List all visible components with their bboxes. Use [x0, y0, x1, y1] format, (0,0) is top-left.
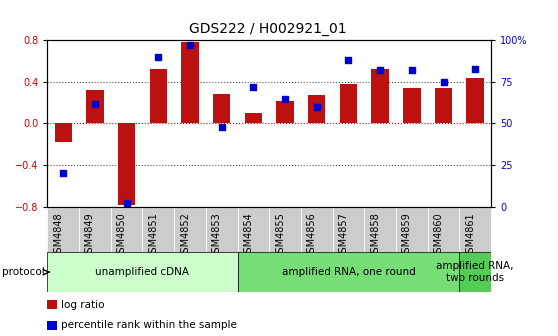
Text: GSM4861: GSM4861	[465, 212, 475, 259]
Bar	[47, 300, 57, 309]
Bar	[364, 207, 396, 274]
Bar	[403, 88, 421, 124]
Text: amplified RNA, one round: amplified RNA, one round	[282, 267, 415, 277]
Text: GSM4853: GSM4853	[211, 212, 222, 259]
Point	[59, 171, 68, 176]
Bar	[308, 95, 325, 124]
Bar	[47, 321, 57, 330]
Point	[154, 54, 163, 60]
Bar	[55, 124, 72, 142]
Point	[344, 57, 353, 63]
Bar	[206, 207, 238, 274]
Text: GSM4854: GSM4854	[243, 212, 253, 259]
Point	[122, 201, 131, 206]
Point	[186, 43, 195, 48]
Text: amplified RNA,
two rounds: amplified RNA, two rounds	[436, 261, 514, 283]
Bar	[238, 252, 459, 292]
Text: GDS222 / H002921_01: GDS222 / H002921_01	[189, 22, 347, 36]
Bar	[333, 207, 364, 274]
Text: GSM4858: GSM4858	[370, 212, 380, 259]
Bar	[47, 252, 238, 292]
Bar	[244, 113, 262, 124]
Bar	[459, 252, 491, 292]
Text: GSM4860: GSM4860	[434, 212, 444, 259]
Bar	[372, 70, 389, 124]
Point	[249, 84, 258, 90]
Bar	[427, 207, 459, 274]
Bar	[142, 207, 174, 274]
Bar	[276, 100, 294, 124]
Bar	[213, 94, 230, 124]
Point	[439, 79, 448, 85]
Point	[281, 96, 290, 101]
Text: unamplified cDNA: unamplified cDNA	[95, 267, 190, 277]
Text: GSM4857: GSM4857	[339, 212, 348, 259]
Bar	[301, 207, 333, 274]
Bar	[79, 207, 111, 274]
Bar	[466, 78, 484, 124]
Text: GSM4850: GSM4850	[117, 212, 127, 259]
Point	[312, 104, 321, 110]
Bar	[435, 88, 452, 124]
Text: log ratio: log ratio	[61, 300, 104, 310]
Text: GSM4855: GSM4855	[275, 212, 285, 259]
Text: GSM4848: GSM4848	[53, 212, 63, 259]
Text: GSM4852: GSM4852	[180, 212, 190, 259]
Bar	[396, 207, 427, 274]
Bar	[47, 207, 79, 274]
Point	[376, 68, 384, 73]
Text: protocol: protocol	[2, 267, 45, 277]
Bar	[238, 207, 270, 274]
Point	[471, 66, 480, 71]
Bar	[86, 90, 104, 124]
Text: percentile rank within the sample: percentile rank within the sample	[61, 320, 237, 330]
Bar	[174, 207, 206, 274]
Bar	[181, 42, 199, 124]
Point	[407, 68, 416, 73]
Bar	[459, 207, 491, 274]
Text: GSM4856: GSM4856	[307, 212, 317, 259]
Bar	[340, 84, 357, 124]
Bar	[270, 207, 301, 274]
Point	[90, 101, 99, 106]
Text: GSM4849: GSM4849	[85, 212, 95, 259]
Text: GSM4851: GSM4851	[148, 212, 158, 259]
Bar	[118, 124, 136, 205]
Bar	[150, 70, 167, 124]
Point	[217, 124, 226, 129]
Bar	[111, 207, 142, 274]
Text: GSM4859: GSM4859	[402, 212, 412, 259]
